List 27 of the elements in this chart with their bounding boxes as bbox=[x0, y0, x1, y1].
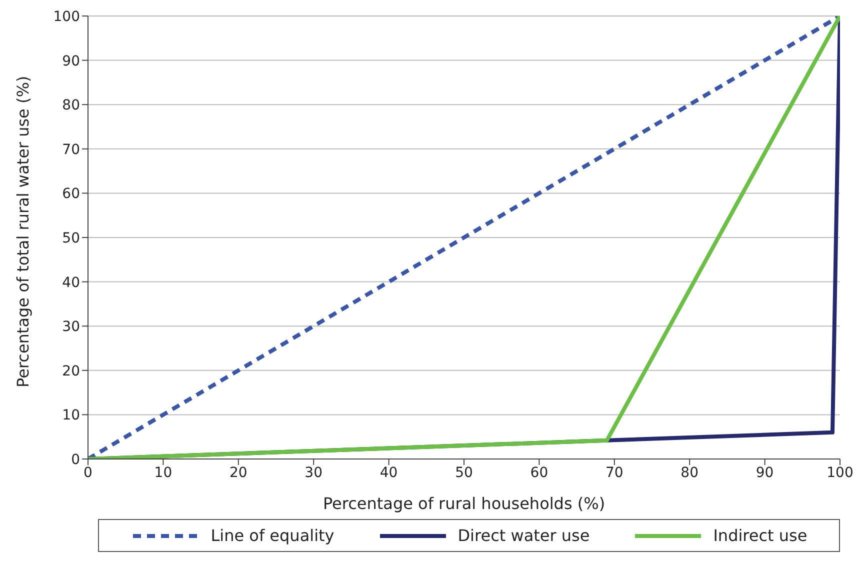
y-tick-label: 60 bbox=[62, 186, 80, 202]
legend-label: Line of equality bbox=[210, 526, 334, 545]
y-tick-label: 0 bbox=[71, 452, 80, 468]
legend-label: Direct water use bbox=[458, 526, 590, 545]
y-tick-label: 70 bbox=[62, 142, 80, 158]
y-tick-label: 100 bbox=[53, 8, 80, 25]
x-tick-label: 60 bbox=[530, 464, 548, 481]
x-tick-label: 70 bbox=[605, 464, 624, 481]
y-axis-title: Percentage of total rural water use (%) bbox=[14, 76, 33, 388]
x-axis-title: Percentage of rural households (%) bbox=[322, 494, 606, 513]
y-tick-label: 20 bbox=[62, 363, 80, 380]
x-tick-label: 90 bbox=[756, 464, 774, 481]
x-tick-label: 10 bbox=[154, 464, 172, 481]
y-tick-label: 50 bbox=[62, 230, 80, 246]
x-tick-label: 40 bbox=[380, 464, 398, 481]
x-tick-label: 30 bbox=[304, 464, 323, 481]
y-tick-label: 10 bbox=[62, 408, 80, 424]
x-tick-label: 0 bbox=[84, 464, 92, 481]
y-tick-label: 80 bbox=[62, 98, 80, 114]
x-tick-label: 50 bbox=[455, 464, 473, 481]
y-tick-label: 90 bbox=[62, 53, 80, 70]
x-tick-label: 100 bbox=[826, 464, 854, 481]
x-tick-label: 80 bbox=[680, 464, 699, 481]
x-tick-label: 20 bbox=[229, 464, 248, 481]
y-tick-label: 40 bbox=[62, 274, 80, 291]
legend-label: Indirect use bbox=[713, 526, 808, 545]
y-tick-label: 30 bbox=[62, 319, 80, 336]
